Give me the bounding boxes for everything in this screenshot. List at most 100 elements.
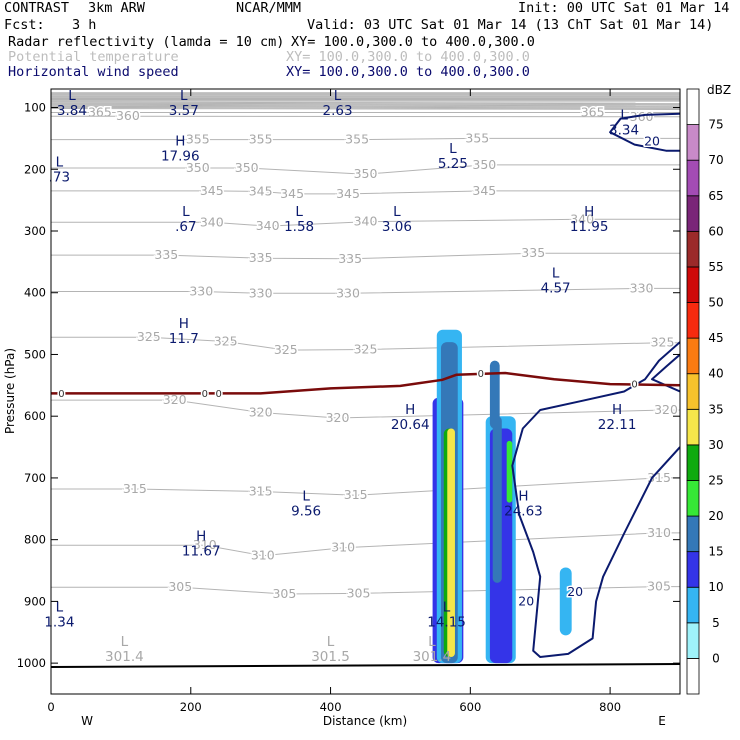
isentrope-label: 320 (249, 404, 273, 419)
colorbar-swatch (686, 302, 700, 339)
isentrope-label: 305 (347, 585, 371, 600)
y-tick-label: 500 (24, 347, 46, 361)
isentrope-label: 340 (570, 211, 594, 226)
upper-isentrope (51, 105, 680, 108)
colorbar-tick-label: 40 (708, 367, 723, 381)
reflectivity-cell-20dbz (506, 440, 513, 503)
wind-low-marker: L (327, 634, 335, 650)
isentrope-label: 335 (338, 251, 362, 266)
colorbar-unit: dBZ (707, 83, 731, 97)
colorbar-tick-label: 45 (708, 331, 723, 345)
upper-isentrope-band (51, 92, 680, 110)
colorbar-tick-label: 65 (708, 189, 723, 203)
isentrope-label: 365 (88, 104, 112, 119)
isentrope-label: 345 (472, 183, 496, 198)
y-tick-label: 200 (24, 162, 46, 176)
x-tick-label: 400 (320, 700, 342, 714)
freezing-level-line (51, 371, 680, 395)
colorbar-tick-label: 75 (708, 118, 723, 132)
field-reflectivity-xy: XY= 100.0,300.0 to 400.0,300.0 (291, 34, 535, 50)
wind-speed-contour (511, 341, 680, 658)
y-tick-label: 400 (24, 286, 46, 300)
y-tick-label: 1000 (17, 656, 46, 670)
wind-low-marker: L (393, 204, 401, 220)
colorbar-tick-label: 70 (708, 153, 723, 167)
wind-low-marker: L (180, 88, 188, 104)
colorbar-swatch (686, 88, 700, 125)
center-name: NCAR/MMM (236, 0, 302, 16)
isentrope-label: 325 (354, 342, 378, 357)
isentrope-label: 310 (251, 548, 275, 563)
wind-extremum-value: 3.84 (57, 103, 87, 119)
wind-high-marker: H (405, 402, 415, 418)
model-name: CONTRAST (4, 0, 70, 16)
wind-extremum-value: 3.34 (609, 123, 639, 139)
isentrope-label: 345 (336, 186, 360, 201)
wind-low-marker: L (620, 108, 628, 124)
colorbar-swatch (686, 337, 700, 375)
isentrope-label: 355 (249, 132, 273, 147)
field-wind-name: Horizontal wind speed (8, 64, 179, 80)
colorbar-swatch (686, 658, 700, 695)
isentrope-320 (51, 399, 680, 419)
wind-low-marker: L (295, 204, 303, 220)
isentrope-330 (51, 287, 680, 294)
y-axis-label: Pressure (hPa) (3, 348, 17, 434)
upper-isentrope (51, 106, 680, 109)
colorbar-tick-label: 25 (708, 473, 723, 487)
isentrope-label: 340 (354, 214, 378, 229)
reflectivity-cell-15dbz (492, 416, 502, 583)
wind-high-marker: H (518, 488, 528, 504)
x-tick-label: 0 (47, 700, 54, 714)
isentrope-345 (51, 190, 680, 195)
wind-low-marker: L (182, 204, 190, 220)
ground-surface-line (50, 663, 681, 668)
isentrope-label: 345 (249, 183, 273, 198)
wind-extremum-value: .73 (49, 169, 70, 185)
isentrope-355 (51, 137, 680, 141)
wind-high-marker: H (175, 134, 185, 150)
isentrope-360 (51, 115, 680, 118)
isentrope-label: 325 (214, 333, 238, 348)
valid-time: Valid: 03 UTC Sat 01 Mar 14 (13 ChT Sat … (307, 17, 714, 33)
wind-high-marker: H (179, 316, 189, 332)
reflectivity-cell-15dbz (489, 360, 500, 429)
isentrope-label: 345 (200, 183, 224, 198)
isentrope-label: 305 (168, 579, 192, 594)
isentrope-335 (51, 252, 680, 260)
isentrope-label: 360 (116, 108, 140, 123)
reflectivity-cell-5dbz (559, 567, 572, 636)
x-axis-label: Distance (km) (323, 714, 407, 728)
wind-extremum-value: 301.4 (105, 649, 144, 665)
wind-low-marker: L (56, 600, 64, 616)
init-time: Init: 00 UTC Sat 01 Mar 14 (518, 0, 730, 16)
wind-low-marker: L (443, 600, 451, 616)
field-reflectivity-name: Radar reflectivity (lamda = 10 cm) (8, 34, 285, 50)
y-tick-label: 800 (24, 533, 46, 547)
colorbar-swatch (686, 444, 700, 481)
isentrope-label: 330 (249, 285, 273, 300)
isentrope-label: 310 (647, 525, 671, 540)
colorbar-tick-label: 15 (708, 545, 723, 559)
isentrope-label: 325 (137, 329, 161, 344)
wind-extremum-value: 9.56 (291, 503, 321, 519)
freezing-level-label: 0 (631, 380, 637, 391)
wind-extremum-value: 3.06 (382, 219, 412, 235)
x-tick-label: 600 (459, 700, 481, 714)
plot-frame (50, 88, 681, 695)
field-wind-xy: XY= 100.0,300.0 to 400.0,300.0 (286, 64, 530, 80)
isentrope-label: 340 (256, 218, 280, 233)
colorbar-tick-label: 50 (708, 296, 723, 310)
colorbar-tick-label: 20 (708, 509, 723, 523)
isentrope-label: 340 (200, 214, 224, 229)
freezing-level-label: 0 (58, 389, 64, 400)
field-theta-name: Potential temperature (8, 49, 179, 65)
isentrope-label: 310 (331, 540, 355, 555)
isentrope-325 (51, 336, 680, 351)
isentrope-label: 345 (280, 186, 304, 201)
upper-isentrope (51, 101, 680, 104)
wind-extremum-value: 20.64 (391, 417, 430, 433)
y-tick-label: 300 (24, 224, 46, 238)
wind-extremum-value: 5.25 (438, 156, 468, 172)
isentrope-label: 355 (465, 130, 489, 145)
